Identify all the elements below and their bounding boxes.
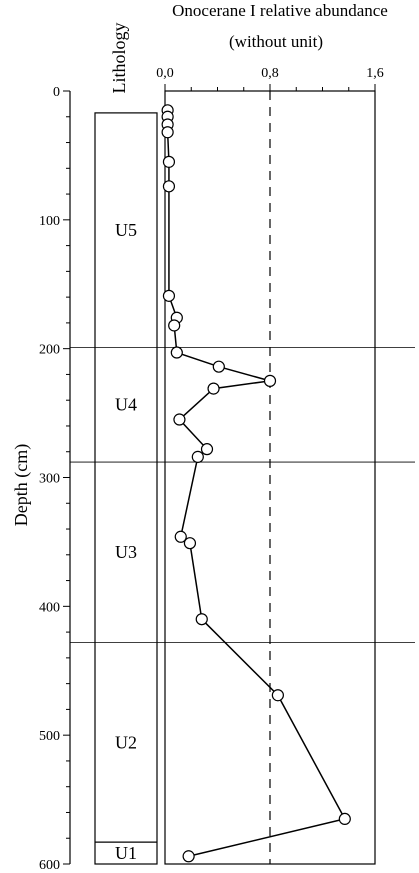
data-point — [263, 374, 277, 387]
unit-label-u2: U2 — [115, 732, 137, 752]
x-tick-label: 0,0 — [156, 66, 174, 81]
data-point — [161, 126, 174, 139]
unit-label-u5: U5 — [115, 220, 137, 240]
y-tick-label: 300 — [39, 472, 60, 487]
unit-boundaries — [70, 346, 415, 843]
unit-label-u4: U4 — [115, 395, 137, 415]
data-point — [183, 537, 197, 550]
data-point — [182, 850, 195, 863]
y-tick-label: 100 — [39, 214, 60, 229]
x-tick-label: 0,8 — [261, 66, 279, 81]
series-line — [166, 110, 346, 857]
data-point — [207, 382, 220, 395]
y-tick-label: 500 — [39, 729, 60, 744]
lithology-column: U5 U4 U3 U2 U1 — [94, 112, 158, 865]
data-point — [212, 360, 225, 373]
y-tick-label: 600 — [39, 858, 60, 873]
data-point — [162, 180, 176, 193]
unit-label-u3: U3 — [115, 542, 137, 562]
data-point — [200, 443, 214, 456]
data-point — [162, 289, 176, 302]
x-axis: 0,0 0,8 1,6 — [156, 66, 384, 91]
y-tick-label: 200 — [39, 343, 60, 358]
data-point — [162, 155, 176, 168]
data-point — [191, 450, 204, 463]
chart-subtitle: (without unit) — [229, 32, 323, 51]
data-point — [170, 346, 183, 359]
data-point — [174, 530, 187, 543]
data-point — [168, 319, 181, 332]
chart-title: Onocerane I relative abundance — [172, 1, 388, 20]
y-tick-label: 400 — [39, 600, 60, 615]
unit-label-u1: U1 — [115, 843, 137, 863]
data-point — [338, 812, 351, 826]
x-tick-label: 1,6 — [366, 66, 384, 81]
lithology-frame — [94, 112, 158, 865]
data-point — [195, 613, 208, 626]
y-tick-label: 0 — [53, 85, 60, 100]
data-series — [161, 104, 351, 863]
lithology-label: Lithology — [109, 23, 129, 94]
data-point — [271, 689, 284, 702]
data-point — [173, 413, 186, 426]
y-axis-label: Depth (cm) — [11, 444, 32, 526]
y-axis: 0 100 200 300 400 500 600 — [39, 85, 71, 873]
